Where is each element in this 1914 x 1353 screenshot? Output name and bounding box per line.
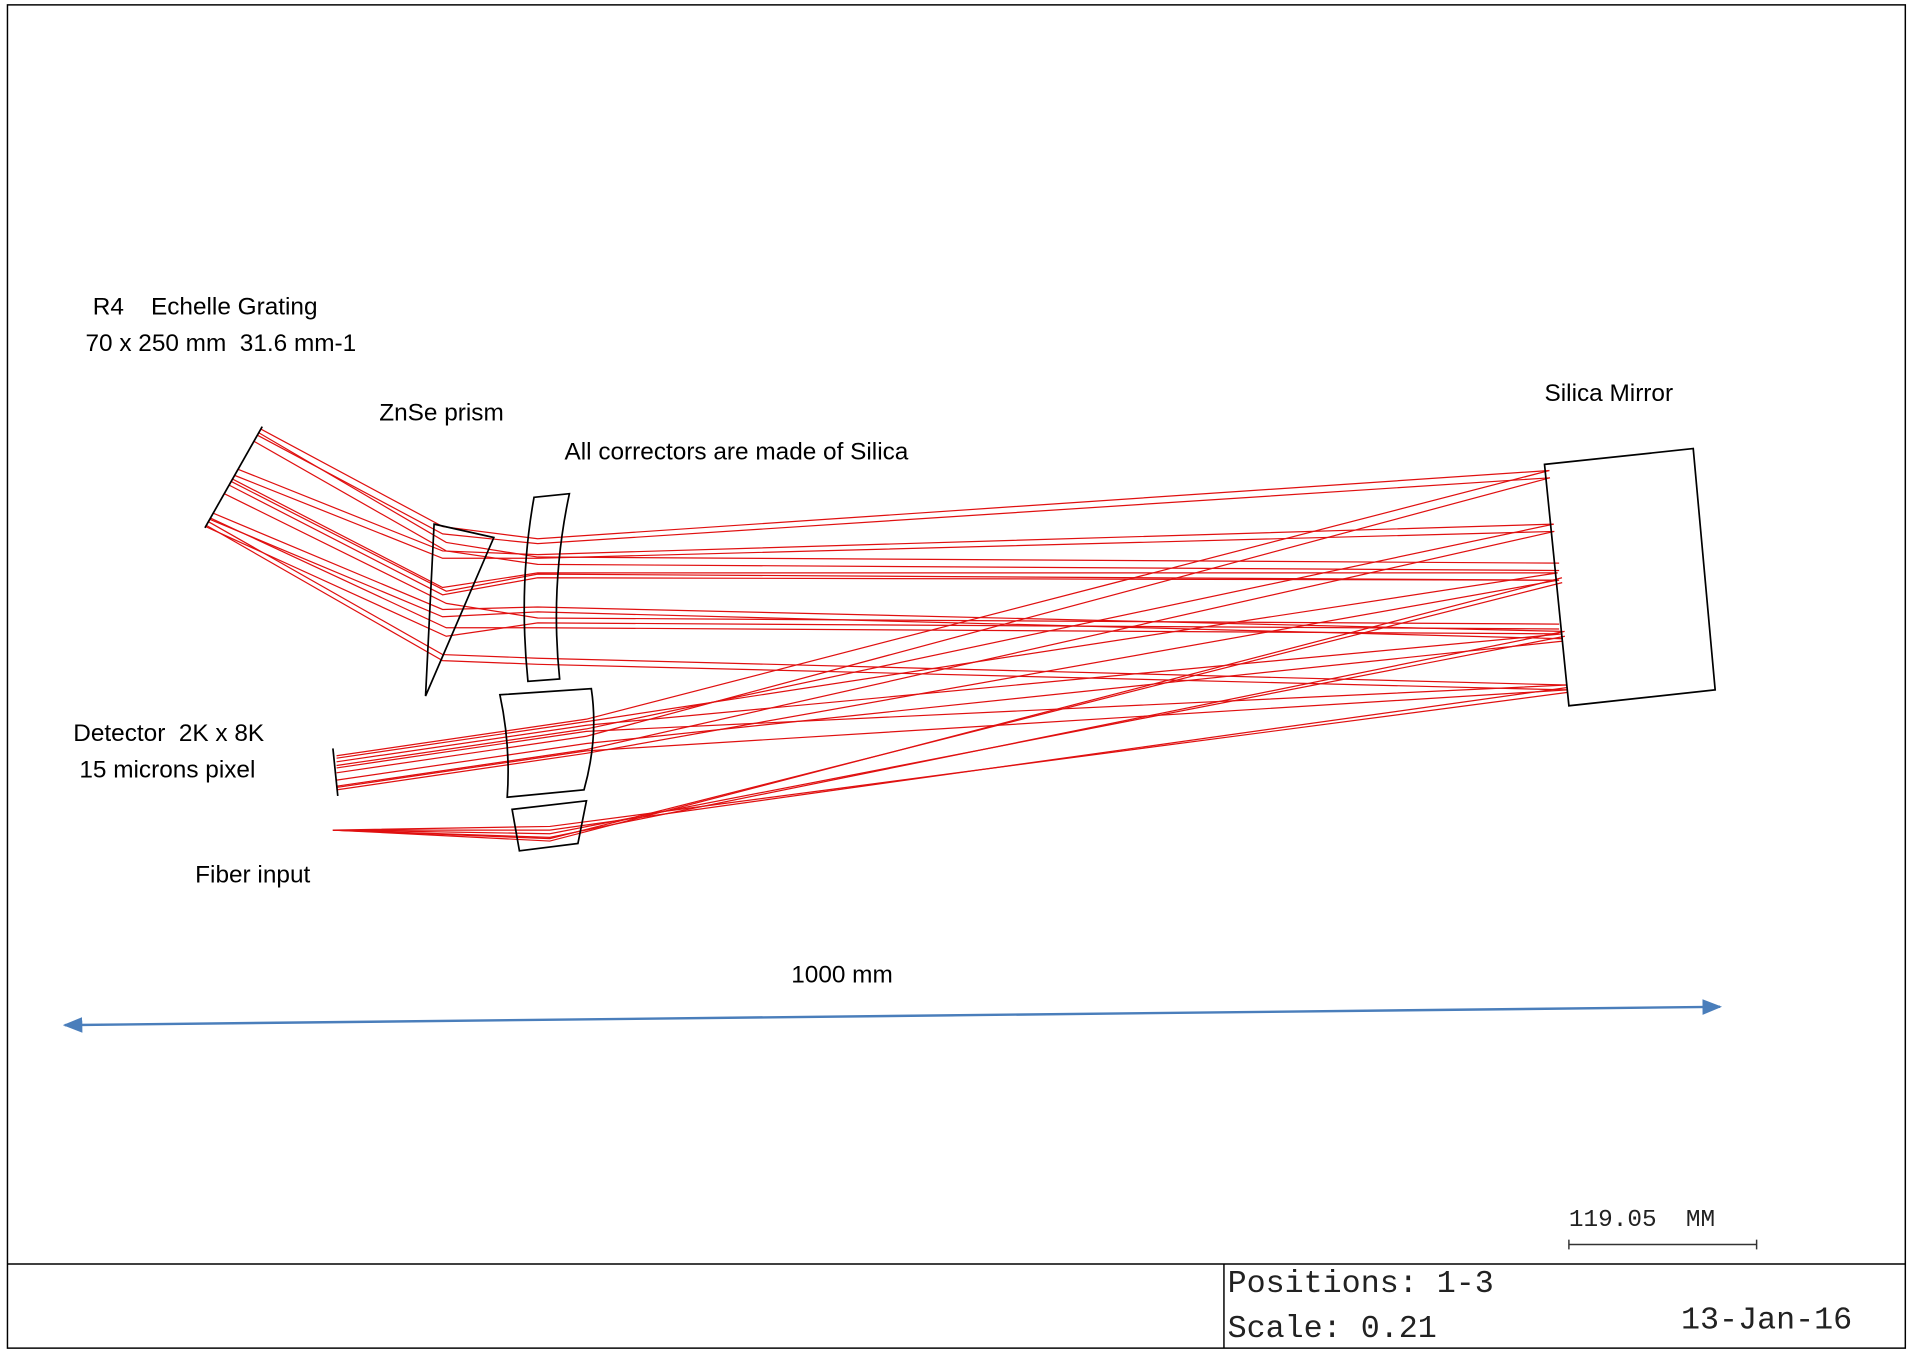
- length-arrow: [62, 999, 1722, 1033]
- label: Silica Mirror: [1545, 380, 1674, 407]
- ray: [230, 480, 1560, 592]
- label: ZnSe prism: [379, 400, 504, 427]
- label: Fiber input: [195, 861, 310, 888]
- ray: [336, 523, 1554, 767]
- ray: [234, 474, 1555, 559]
- corrector-3: [511, 799, 588, 852]
- ray: [336, 579, 1559, 791]
- ray: [209, 518, 1563, 640]
- ray: [260, 428, 1550, 540]
- ray: [336, 640, 1564, 781]
- ray: [253, 440, 1560, 572]
- ray: [205, 526, 1560, 637]
- footer-date: 13-Jan-16: [1681, 1303, 1852, 1339]
- label: 70 x 250 mm 31.6 mm-1: [85, 330, 356, 357]
- ray: [212, 512, 1563, 633]
- scale-bar: [1568, 1239, 1758, 1250]
- rays: [205, 428, 1568, 842]
- ray: [332, 691, 1568, 831]
- grating: [204, 426, 263, 529]
- ray: [332, 582, 1563, 840]
- mirror: [1543, 447, 1717, 707]
- scale-bar-label: 119.05 MM: [1569, 1207, 1715, 1234]
- label: 15 microns pixel: [79, 757, 255, 784]
- ray: [336, 477, 1551, 774]
- ray: [206, 524, 1567, 691]
- ray: [237, 468, 1554, 556]
- label: 1000 mm: [791, 961, 893, 988]
- footer-positions: Positions: 1-3: [1228, 1266, 1494, 1302]
- ray: [210, 517, 1560, 635]
- frame: [6, 4, 1907, 1349]
- ray: [232, 478, 1558, 589]
- ray: [336, 689, 1567, 789]
- ray: [336, 572, 1558, 759]
- ray: [258, 432, 1560, 564]
- ray: [257, 434, 1551, 545]
- ray: [332, 686, 1568, 831]
- label: R4 Echelle Grating: [93, 293, 318, 320]
- ray: [336, 633, 1563, 763]
- corrector-1: [523, 492, 571, 683]
- corrector-2: [498, 687, 595, 799]
- ray: [336, 684, 1567, 769]
- footer-scale: Scale: 0.21: [1228, 1311, 1437, 1347]
- ray: [332, 635, 1565, 835]
- ray: [336, 469, 1550, 757]
- ray: [336, 530, 1555, 787]
- ray: [208, 521, 1567, 686]
- prism: [424, 523, 496, 697]
- label: All correctors are made of Silica: [565, 439, 909, 466]
- ray: [228, 484, 1559, 596]
- ray: [224, 493, 1560, 625]
- ray: [332, 630, 1565, 839]
- detector: [332, 748, 339, 797]
- label: Detector 2K x 8K: [73, 720, 264, 747]
